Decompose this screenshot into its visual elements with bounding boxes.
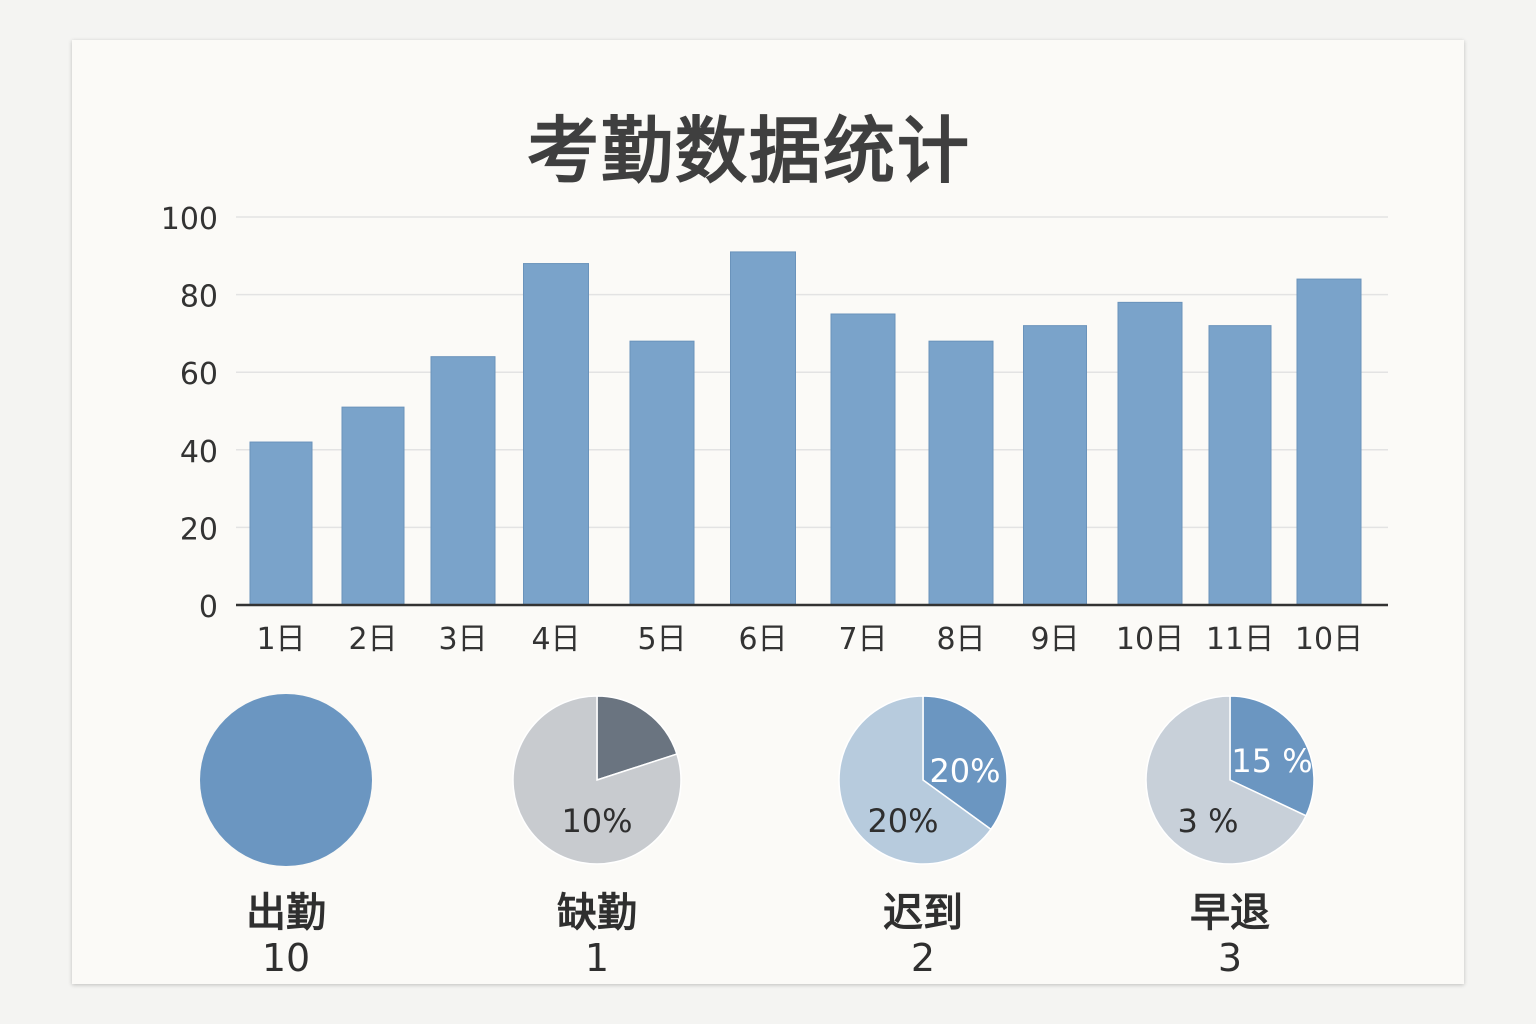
x-tick-label: 6日	[738, 622, 787, 657]
pie-slice-label: 10%	[561, 802, 632, 840]
y-tick-label: 40	[180, 435, 218, 470]
pie-slice-label: 20%	[867, 802, 938, 840]
x-tick-label: 2日	[348, 622, 397, 657]
pie-category-label: 早退	[1190, 890, 1270, 936]
bar	[1117, 301, 1183, 606]
bar	[430, 356, 496, 606]
pie-count: 10	[261, 936, 311, 980]
pie-slice-label: 20%	[929, 752, 1000, 790]
pie-count: 2	[910, 936, 936, 980]
y-tick-label: 80	[180, 280, 218, 315]
bar	[928, 340, 994, 606]
bar	[1296, 278, 1362, 606]
pie-slice	[512, 695, 682, 865]
pie-slice	[838, 695, 993, 865]
pie-slice	[1145, 695, 1308, 865]
pie-category-label: 迟到	[883, 890, 963, 936]
x-tick-label: 11日	[1206, 622, 1274, 657]
pie-slice	[1229, 695, 1315, 817]
pie-count: 3	[1217, 936, 1243, 980]
pie-category-label: 出勤	[246, 890, 326, 936]
x-tick-label: 3日	[438, 622, 487, 657]
pie-slice	[922, 695, 1008, 831]
x-tick-label: 10日	[1116, 622, 1184, 657]
pie-slice	[200, 694, 372, 866]
x-tick-label: 10日	[1295, 622, 1363, 657]
x-tick-label: 4日	[531, 622, 580, 657]
pie-slice	[596, 695, 678, 782]
y-tick-label: 100	[161, 202, 218, 237]
pie-slice-label: 15 %	[1231, 742, 1312, 780]
bar	[523, 263, 589, 606]
x-tick-label: 1日	[256, 622, 305, 657]
x-tick-label: 8日	[936, 622, 985, 657]
x-tick-label: 5日	[637, 622, 686, 657]
y-tick-label: 20	[180, 512, 218, 547]
x-tick-label: 7日	[838, 622, 887, 657]
pie-count: 1	[584, 936, 610, 980]
bar	[341, 406, 405, 606]
chart-title: 考勤数据统计	[526, 109, 971, 193]
x-tick-label: 9日	[1030, 622, 1079, 657]
y-tick-label: 0	[199, 590, 218, 625]
bar	[249, 441, 313, 606]
pie-slice-label: 3 %	[1178, 802, 1239, 840]
bar	[730, 251, 796, 606]
bar	[1023, 325, 1087, 606]
bar	[629, 340, 695, 606]
pie-category-label: 缺勤	[557, 890, 637, 936]
bar	[1208, 325, 1272, 606]
bar	[830, 313, 896, 606]
y-tick-label: 60	[180, 357, 218, 392]
